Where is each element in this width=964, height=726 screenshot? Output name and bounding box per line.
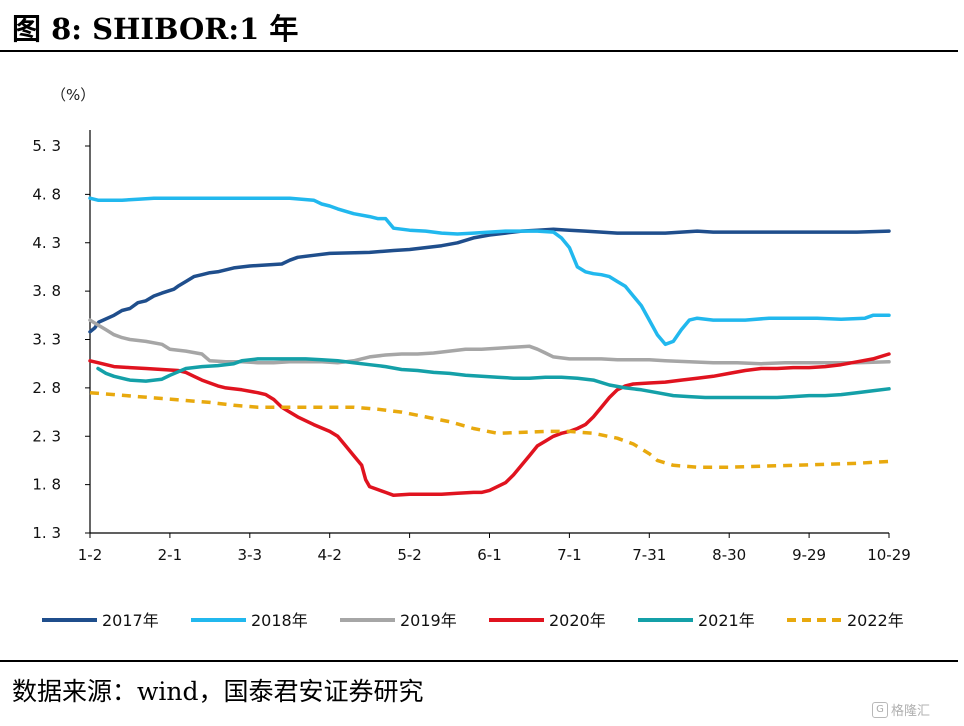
x-tick-label: 2-1 <box>158 546 183 564</box>
series-line-4 <box>88 352 891 498</box>
x-tick-label: 4-2 <box>317 546 342 564</box>
legend-label: 2021年 <box>698 611 755 630</box>
y-tick-label: 3. 3 <box>32 331 61 349</box>
y-tick-label: 2. 8 <box>32 379 61 397</box>
x-tick-label: 3-3 <box>238 546 263 564</box>
source-note: 数据来源：wind，国泰君安证券研究 <box>12 677 424 706</box>
bottom-rule <box>0 660 958 662</box>
y-tick-label: 5. 3 <box>32 137 61 155</box>
x-tick-label: 1-2 <box>78 546 103 564</box>
x-tick-label: 10-29 <box>867 546 911 564</box>
y-axis: 5. 3 4. 8 4. 3 3. 8 3. 3 2. 8 2. 3 1. 8 1. 3 <box>32 130 91 542</box>
top-rule <box>0 50 958 52</box>
x-tick-label: 5-2 <box>397 546 422 564</box>
x-tick-label: 8-30 <box>712 546 746 564</box>
legend-label: 2022年 <box>847 611 904 630</box>
x-tick-label: 6-1 <box>477 546 502 564</box>
series-line-1 <box>88 227 891 334</box>
y-tick-label: 4. 3 <box>32 234 61 252</box>
legend-label: 2017年 <box>102 611 159 630</box>
series-line-3 <box>88 318 891 366</box>
legend-label: 2020年 <box>549 611 606 630</box>
y-tick-label: 3. 8 <box>32 282 61 300</box>
y-tick-label: 1. 3 <box>32 524 61 542</box>
y-tick-label: 1. 8 <box>32 476 61 494</box>
unit-label: （%） <box>51 86 95 104</box>
y-tick-label: 4. 8 <box>32 185 61 203</box>
series-layer <box>88 196 891 498</box>
figure-title: 图 8: SHIBOR:1 年 <box>12 12 299 46</box>
series-line-5 <box>96 357 891 400</box>
series-line-2 <box>88 196 891 347</box>
series-line-6 <box>89 390 890 469</box>
watermark-text: 格隆汇 <box>891 704 931 719</box>
x-axis: 1-2 2-1 3-3 4-2 5-2 6-1 7-1 7-31 8-30 9-29 10-29 <box>78 532 911 564</box>
shibor-line-chart: （%） 5. 3 4. 8 4. 3 3. 8 3. 3 2. 8 2. 3 1. 8 1. 3… <box>32 86 911 630</box>
x-tick-label: 7-31 <box>632 546 666 564</box>
y-tick-label: 2. 3 <box>32 427 61 445</box>
legend: 2017年 2018年 2019年 2020年 2021年 2022年 <box>42 611 904 630</box>
legend-label: 2019年 <box>400 611 457 630</box>
watermark: G 格隆汇 <box>872 700 930 719</box>
legend-label: 2018年 <box>251 611 308 630</box>
watermark-logo-icon: G <box>872 701 888 718</box>
x-tick-label: 9-29 <box>792 546 826 564</box>
x-tick-label: 7-1 <box>557 546 582 564</box>
